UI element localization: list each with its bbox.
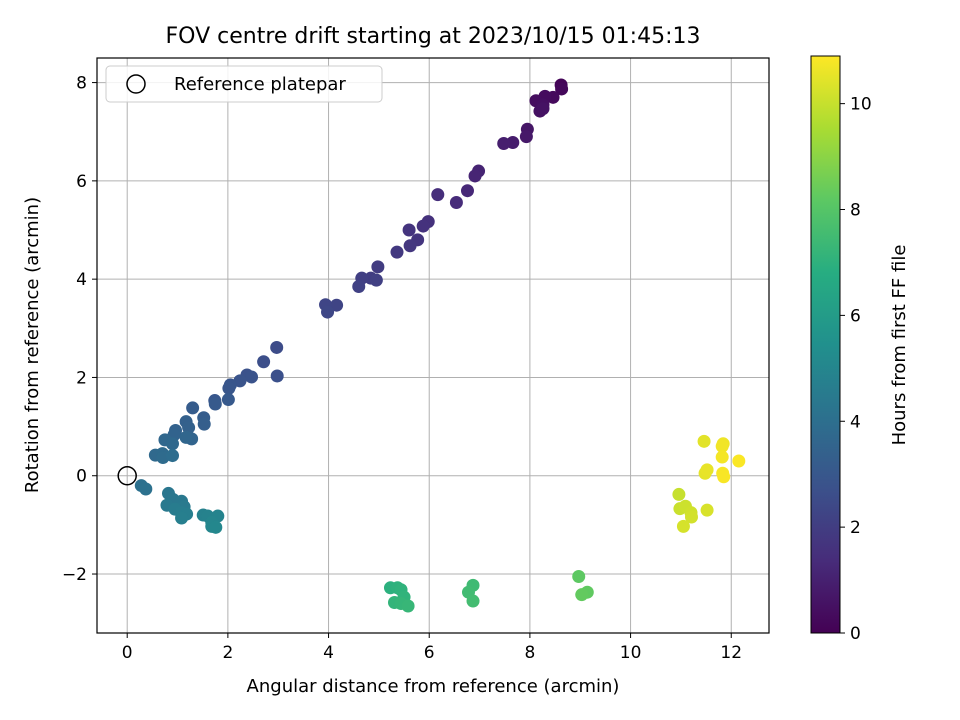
scatter-point: [715, 439, 729, 453]
x-axis-label: Angular distance from reference (arcmin): [247, 676, 620, 697]
scatter-point: [449, 195, 463, 209]
colorbar-tick-label: 4: [850, 412, 861, 432]
scatter-point: [676, 519, 690, 533]
scatter-point: [732, 454, 746, 468]
scatter-point: [221, 393, 235, 407]
x-axis-ticks: 0 2 4 6 8 10 12: [122, 633, 742, 663]
scatter-point: [697, 434, 711, 448]
scatter-point: [403, 239, 417, 253]
x-tick-label: 4: [323, 643, 334, 663]
scatter-point: [401, 599, 415, 613]
reference-platepar-marker: [117, 465, 137, 486]
scatter-point: [717, 470, 731, 484]
scatter-point: [166, 449, 180, 463]
scatter-point: [175, 511, 189, 525]
scatter-point: [460, 184, 474, 198]
x-tick-label: 12: [720, 643, 742, 663]
scatter-point: [197, 417, 211, 431]
legend-entry-reference-platepar: Reference platepar: [174, 74, 346, 95]
y-tick-label: 6: [76, 172, 87, 192]
scatter-point: [555, 82, 569, 96]
grid-lines: [97, 58, 769, 633]
y-tick-label: 2: [76, 368, 87, 388]
scatter-point: [330, 298, 344, 312]
scatter-point: [352, 280, 366, 294]
scatter-point: [684, 510, 698, 524]
scatter-point: [179, 430, 193, 444]
scatter-point: [672, 487, 686, 501]
colorbar-tick-label: 8: [850, 201, 861, 221]
colorbar-tick-label: 6: [850, 306, 861, 326]
scatter-point: [416, 219, 430, 233]
scatter-point: [369, 273, 383, 287]
colorbar-ticks: 0 2 4 6 8 10: [840, 95, 872, 644]
legend-box: [105, 65, 383, 103]
scatter-point: [536, 102, 550, 116]
scatter-point: [371, 260, 385, 274]
scatter-point: [715, 450, 729, 464]
scatter-point: [182, 421, 196, 435]
colorbar-gradient: [810, 55, 841, 634]
scatter-point: [468, 169, 482, 183]
x-tick-label: 0: [122, 643, 133, 663]
scatter-points: [134, 78, 746, 613]
scatter-point: [209, 520, 223, 534]
plot-area: 0 2 4 6 8 10 12 −2 0 2 4 6 8: [62, 57, 770, 663]
scatter-point: [257, 355, 271, 369]
plot-background: [97, 58, 769, 633]
scatter-point: [270, 369, 284, 383]
y-tick-label: 4: [76, 270, 87, 290]
y-axis-label: Rotation from reference (arcmin): [22, 197, 43, 493]
plot-frame: [96, 57, 770, 634]
colorbar-tick-label: 0: [850, 624, 861, 644]
colorbar-tick-label: 10: [850, 95, 872, 115]
scatter-point: [270, 340, 284, 354]
scatter-point: [466, 594, 480, 608]
scatter-point: [519, 130, 533, 144]
scatter-point: [321, 305, 335, 319]
colorbar-tick-label: 2: [850, 518, 861, 538]
x-tick-label: 6: [424, 643, 435, 663]
scatter-point: [431, 188, 445, 202]
scatter-point: [572, 569, 586, 583]
y-tick-label: −2: [62, 565, 87, 585]
colorbar: 0 2 4 6 8 10 Hours from first FF file: [810, 55, 910, 644]
x-tick-label: 8: [524, 643, 535, 663]
y-tick-label: 0: [76, 467, 87, 487]
y-axis-ticks: −2 0 2 4 6 8: [62, 74, 97, 585]
scatter-point: [575, 588, 589, 602]
scatter-point: [402, 223, 416, 237]
scatter-point: [700, 503, 714, 517]
scatter-point: [139, 482, 153, 496]
colorbar-label: Hours from first FF file: [889, 245, 910, 446]
scatter-point: [186, 401, 200, 415]
scatter-point: [497, 137, 511, 151]
scatter-point: [166, 437, 180, 451]
y-tick-label: 8: [76, 74, 87, 94]
chart-title: FOV centre drift starting at 2023/10/15 …: [166, 24, 701, 49]
x-tick-label: 2: [222, 643, 233, 663]
scatter-point: [222, 381, 236, 395]
scatter-point: [390, 245, 404, 259]
scatter-point: [700, 463, 714, 477]
x-tick-label: 10: [620, 643, 642, 663]
legend-marker-icon: [126, 74, 146, 94]
scatter-point: [245, 370, 259, 384]
legend: Reference platepar: [105, 65, 383, 103]
scatter-point: [208, 397, 222, 411]
